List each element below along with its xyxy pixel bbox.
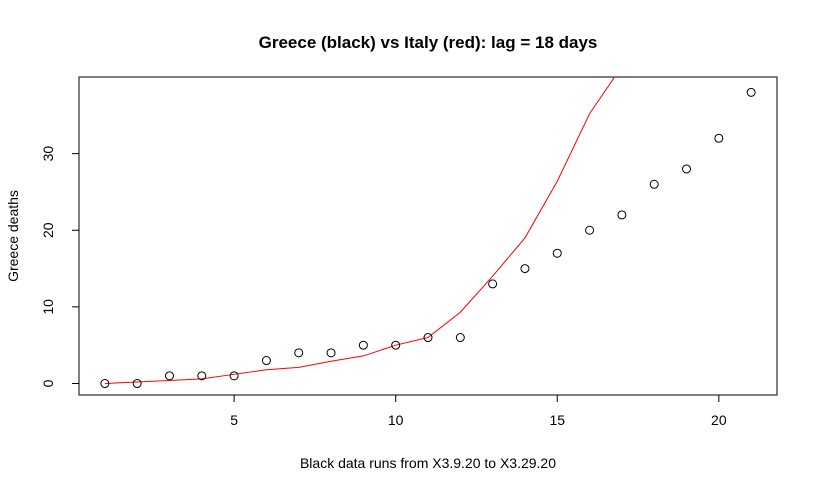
greece-data-point bbox=[488, 279, 498, 289]
x-axis: 5 10 15 20 bbox=[230, 395, 727, 428]
greece-data-point bbox=[714, 133, 724, 143]
greece-data-point bbox=[294, 348, 304, 358]
x-tick-label: 5 bbox=[230, 412, 238, 428]
greece-data-point bbox=[326, 348, 336, 358]
greece-data-point bbox=[649, 179, 659, 189]
greece-data-point bbox=[229, 371, 239, 381]
y-axis: 0 10 20 30 bbox=[40, 146, 79, 387]
greece-data-point bbox=[358, 340, 368, 350]
greece-data-point bbox=[455, 333, 465, 343]
greece-data-point bbox=[520, 264, 530, 274]
greece-data-point bbox=[164, 371, 174, 381]
x-tick-label: 20 bbox=[711, 412, 727, 428]
greece-data-point bbox=[746, 87, 756, 97]
greece-data-point bbox=[617, 210, 627, 220]
x-axis-label: Black data runs from X3.9.20 to X3.29.20 bbox=[300, 455, 556, 471]
x-tick-label: 10 bbox=[388, 412, 404, 428]
y-tick-label: 20 bbox=[40, 222, 56, 238]
italy-line bbox=[104, 77, 616, 385]
plot-box bbox=[78, 76, 778, 396]
greece-data-point bbox=[132, 379, 142, 389]
greece-data-point bbox=[423, 333, 433, 343]
greece-data-point bbox=[682, 164, 692, 174]
x-tick-label: 15 bbox=[549, 412, 565, 428]
y-tick-label: 10 bbox=[40, 299, 56, 315]
italy-series bbox=[104, 77, 616, 385]
greece-series bbox=[100, 87, 756, 389]
greece-data-point bbox=[585, 225, 595, 235]
y-tick-label: 0 bbox=[40, 379, 56, 387]
greece-data-point bbox=[391, 340, 401, 350]
greece-data-point bbox=[261, 356, 271, 366]
y-axis-label: Greece deaths bbox=[5, 190, 21, 282]
greece-data-point bbox=[197, 371, 207, 381]
chart-title: Greece (black) vs Italy (red): lag = 18 … bbox=[259, 33, 598, 52]
greece-data-point bbox=[552, 248, 562, 258]
greece-data-point bbox=[100, 379, 110, 389]
y-tick-label: 30 bbox=[40, 146, 56, 162]
